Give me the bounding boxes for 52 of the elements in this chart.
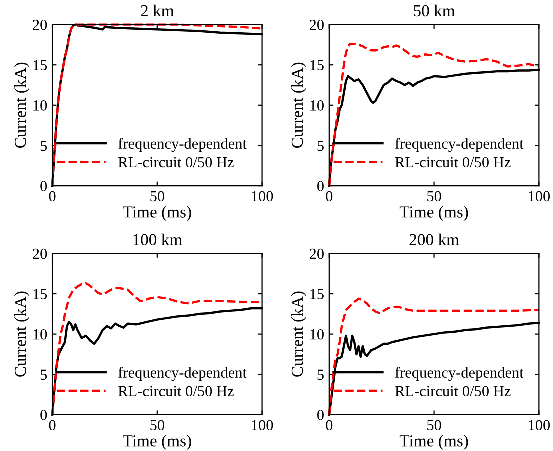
legend-label: RL-circuit 0/50 Hz — [395, 157, 511, 168]
legend-label: frequency-dependent — [118, 138, 247, 152]
x-axis-title: Time (ms) — [400, 435, 468, 450]
y-tick-label: 10 — [34, 329, 48, 340]
x-tick-label: 0 — [49, 191, 56, 202]
y-tick-label: 10 — [310, 329, 324, 340]
x-tick-label: 50 — [150, 191, 164, 202]
x-tick-label: 50 — [150, 420, 164, 431]
y-tick-label: 0 — [318, 181, 324, 192]
x-tick-label: 100 — [252, 420, 274, 431]
x-tick-label: 0 — [326, 191, 333, 202]
y-axis-title: Current (kA) — [14, 62, 30, 148]
legend-label: RL-circuit 0/50 Hz — [118, 386, 234, 397]
chart-title: 100 km — [134, 234, 182, 246]
y-tick-label: 5 — [40, 141, 48, 152]
y-tick-label: 5 — [40, 370, 48, 380]
y-tick-label: 10 — [310, 100, 324, 111]
chart-title: 2 km — [141, 4, 174, 16]
y-axis-title: Current (kA) — [14, 292, 30, 377]
legend-label: frequency-dependent — [395, 138, 524, 152]
y-tick-label: 20 — [33, 248, 48, 260]
y-axis-title: Current (kA) — [291, 292, 306, 377]
x-tick-label: 50 — [428, 191, 442, 202]
chart-title: 200 km — [410, 234, 460, 246]
y-tick-label: 0 — [318, 410, 324, 420]
legend-label: frequency-dependent — [118, 367, 247, 382]
y-tick-label: 0 — [40, 181, 48, 192]
x-tick-label: 100 — [529, 191, 550, 202]
y-tick-label: 10 — [34, 100, 48, 111]
x-tick-label: 100 — [252, 191, 274, 202]
y-tick-label: 15 — [310, 60, 324, 71]
y-tick-label: 20 — [310, 20, 324, 30]
y-tick-label: 5 — [318, 370, 324, 380]
y-tick-label: 20 — [310, 248, 324, 260]
legend-label: frequency-dependent — [395, 367, 524, 382]
x-axis-title: Time (ms) — [400, 206, 468, 222]
x-tick-label: 100 — [529, 420, 550, 431]
y-tick-label: 20 — [33, 20, 48, 30]
x-tick-label: 0 — [49, 420, 56, 431]
y-tick-label: 0 — [40, 410, 48, 420]
x-tick-label: 50 — [428, 420, 442, 431]
chart-title: 50 km — [414, 4, 456, 17]
legend-label: RL-circuit 0/50 Hz — [395, 386, 511, 397]
y-axis-title: Current (kA) — [291, 62, 306, 148]
x-tick-label: 0 — [326, 420, 333, 431]
y-tick-label: 5 — [318, 141, 324, 152]
y-tick-label: 15 — [34, 289, 48, 300]
legend-label: RL-circuit 0/50 Hz — [118, 157, 234, 168]
x-axis-title: Time (ms) — [123, 435, 192, 450]
y-tick-label: 15 — [310, 289, 324, 300]
y-tick-label: 15 — [34, 60, 48, 71]
x-axis-title: Time (ms) — [123, 206, 192, 222]
